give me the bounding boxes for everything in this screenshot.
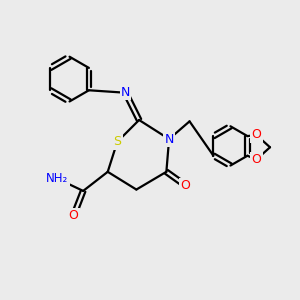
Text: O: O bbox=[251, 153, 261, 166]
Text: S: S bbox=[113, 135, 121, 148]
Text: O: O bbox=[251, 128, 261, 142]
Text: N: N bbox=[164, 133, 174, 146]
Text: NH₂: NH₂ bbox=[46, 172, 68, 185]
Text: N: N bbox=[121, 86, 130, 99]
Text: O: O bbox=[69, 209, 79, 222]
Text: O: O bbox=[181, 179, 190, 192]
